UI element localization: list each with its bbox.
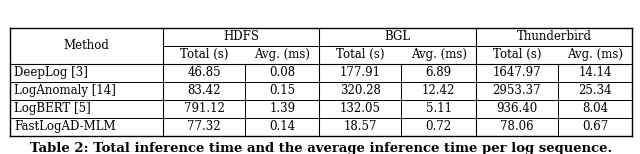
Text: 936.40: 936.40 — [496, 102, 538, 115]
Text: LogAnomaly [14]: LogAnomaly [14] — [14, 84, 116, 97]
Text: Avg. (ms): Avg. (ms) — [254, 48, 310, 61]
Text: 5.11: 5.11 — [426, 102, 452, 115]
Text: Table 2: Total inference time and the average inference time per log sequence.: Table 2: Total inference time and the av… — [30, 142, 612, 154]
Text: LogBERT [5]: LogBERT [5] — [14, 102, 91, 115]
Text: 14.14: 14.14 — [579, 66, 612, 79]
Text: Thunderbird: Thunderbird — [516, 30, 591, 43]
Text: Total (s): Total (s) — [493, 48, 541, 61]
Text: 791.12: 791.12 — [184, 102, 225, 115]
Text: 6.89: 6.89 — [426, 66, 452, 79]
Text: 1.39: 1.39 — [269, 102, 295, 115]
Text: BGL: BGL — [385, 30, 411, 43]
Text: 0.08: 0.08 — [269, 66, 295, 79]
Text: 25.34: 25.34 — [579, 84, 612, 97]
Text: Method: Method — [63, 39, 109, 52]
Text: FastLogAD-MLM: FastLogAD-MLM — [14, 120, 116, 133]
Text: 8.04: 8.04 — [582, 102, 608, 115]
Text: 2953.37: 2953.37 — [493, 84, 541, 97]
Text: 1647.97: 1647.97 — [493, 66, 541, 79]
Text: 320.28: 320.28 — [340, 84, 381, 97]
Text: 177.91: 177.91 — [340, 66, 381, 79]
Text: 77.32: 77.32 — [187, 120, 221, 133]
Text: DeepLog [3]: DeepLog [3] — [14, 66, 88, 79]
Text: 132.05: 132.05 — [340, 102, 381, 115]
Text: Total (s): Total (s) — [180, 48, 228, 61]
Text: Total (s): Total (s) — [336, 48, 385, 61]
Text: Avg. (ms): Avg. (ms) — [567, 48, 623, 61]
Text: 78.06: 78.06 — [500, 120, 534, 133]
Text: 18.57: 18.57 — [344, 120, 377, 133]
Text: 83.42: 83.42 — [188, 84, 221, 97]
Text: 12.42: 12.42 — [422, 84, 456, 97]
Text: 0.15: 0.15 — [269, 84, 295, 97]
Text: 0.72: 0.72 — [426, 120, 452, 133]
Text: 0.67: 0.67 — [582, 120, 608, 133]
Text: HDFS: HDFS — [223, 30, 259, 43]
Text: Avg. (ms): Avg. (ms) — [411, 48, 467, 61]
Text: 46.85: 46.85 — [187, 66, 221, 79]
Text: 0.14: 0.14 — [269, 120, 295, 133]
